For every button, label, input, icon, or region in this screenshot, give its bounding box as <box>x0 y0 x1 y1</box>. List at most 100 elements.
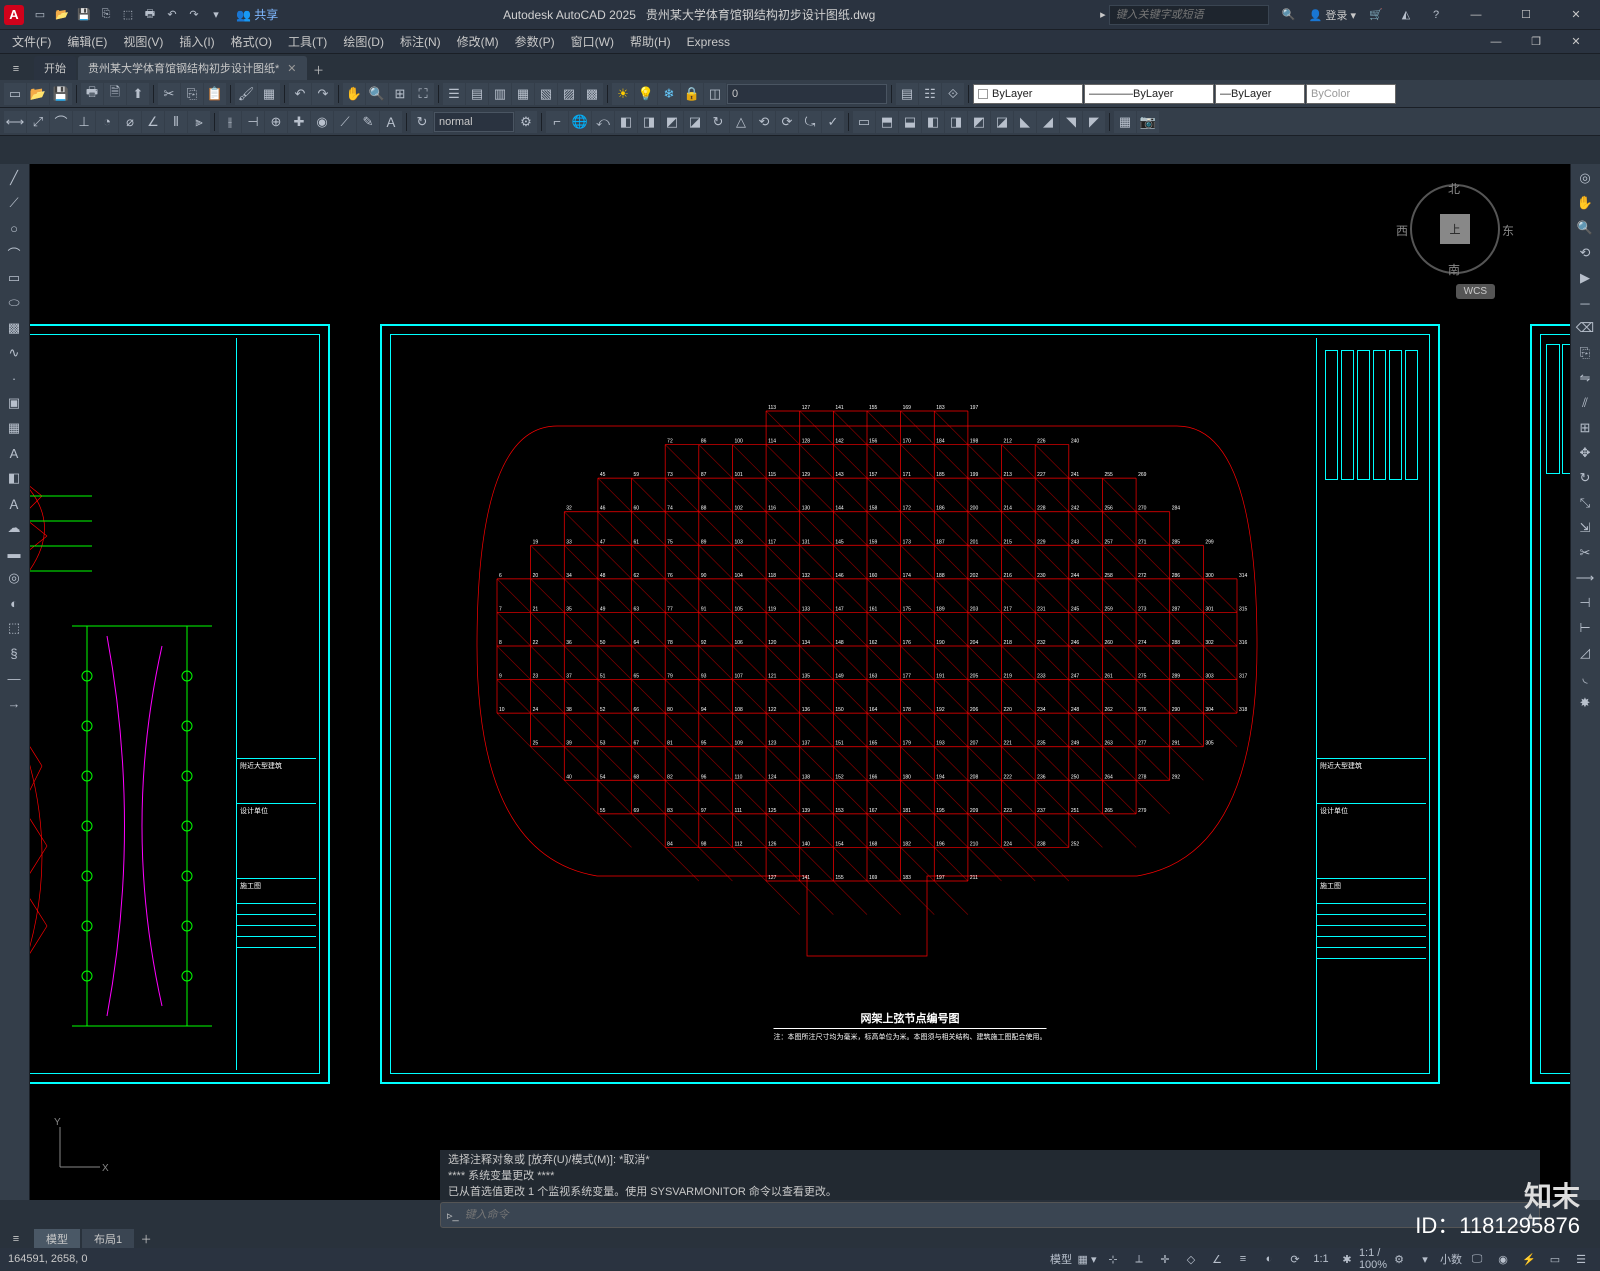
dim-inspect-icon[interactable]: ◉ <box>311 111 333 133</box>
tab-layout1[interactable]: 布局1 <box>82 1229 134 1249</box>
monitor-icon[interactable]: 🖵 <box>1466 1250 1488 1268</box>
fillet-icon[interactable]: ◟ <box>1573 666 1597 690</box>
color-bylayer-dropdown[interactable]: ByLayer <box>973 84 1083 104</box>
osnap-icon[interactable]: ◇ <box>1180 1250 1202 1268</box>
tab-model[interactable]: 模型 <box>34 1229 80 1249</box>
dim-ord-icon[interactable]: ⊥ <box>73 111 95 133</box>
custom-icon[interactable]: ☰ <box>1570 1250 1592 1268</box>
region-icon[interactable]: ◧ <box>2 466 26 490</box>
saveas-icon[interactable]: ⎘ <box>96 5 116 25</box>
ucs-view-icon[interactable]: ◩ <box>661 111 683 133</box>
minimize-button[interactable]: — <box>1456 1 1496 29</box>
array-icon[interactable]: ⊞ <box>1573 416 1597 440</box>
dim-dia-icon[interactable]: ⌀ <box>119 111 141 133</box>
view-se-icon[interactable]: ◢ <box>1037 111 1059 133</box>
tb-lyrstate-icon[interactable]: ☷ <box>919 83 941 105</box>
doc-restore-button[interactable]: ❐ <box>1516 28 1556 56</box>
mirror-icon[interactable]: ⇋ <box>1573 366 1597 390</box>
view-bottom-icon[interactable]: ⬓ <box>899 111 921 133</box>
tb-tool-icon[interactable]: ▥ <box>489 83 511 105</box>
tb-sheet-icon[interactable]: ▤ <box>466 83 488 105</box>
gradient-icon[interactable]: ◐ <box>2 591 26 615</box>
dim-style-icon[interactable]: ⚙ <box>515 111 537 133</box>
view-back-icon[interactable]: ◪ <box>991 111 1013 133</box>
otrack-icon[interactable]: ∠ <box>1206 1250 1228 1268</box>
ucs-y-icon[interactable]: ⟳ <box>776 111 798 133</box>
tb-lyriso-icon[interactable]: ⟐ <box>942 83 964 105</box>
rectangle-icon[interactable]: ▭ <box>2 266 26 290</box>
command-line[interactable]: ▹_ ▴ <box>440 1202 1540 1228</box>
ucs-x-icon[interactable]: ⟲ <box>753 111 775 133</box>
add-layout-button[interactable]: ＋ <box>136 1229 156 1249</box>
view-sw-icon[interactable]: ◣ <box>1014 111 1036 133</box>
dim-rad-icon[interactable]: ◔ <box>96 111 118 133</box>
view-top-icon[interactable]: ⬒ <box>876 111 898 133</box>
tab-start[interactable]: 开始 <box>34 56 76 80</box>
dim-jog-icon[interactable]: ⟋ <box>334 111 356 133</box>
snap-icon[interactable]: ⊹ <box>1102 1250 1124 1268</box>
dim-linear-icon[interactable]: ⟷ <box>4 111 26 133</box>
menu-param[interactable]: 参数(P) <box>507 30 563 53</box>
layer-dropdown[interactable]: 0 <box>727 84 887 104</box>
tab-close-icon[interactable]: ✕ <box>287 62 296 75</box>
dim-cont-icon[interactable]: ⫸ <box>188 111 210 133</box>
offset-icon[interactable]: ⫽ <box>1573 391 1597 415</box>
tb-zoom-icon[interactable]: 🔍 <box>366 83 388 105</box>
pan2-icon[interactable]: ✋ <box>1573 191 1597 215</box>
save-icon[interactable]: 💾 <box>74 5 94 25</box>
menu-modify[interactable]: 修改(M) <box>449 30 507 53</box>
tb-zoomext-icon[interactable]: ⛶ <box>412 83 434 105</box>
help-icon[interactable]: ? <box>1426 5 1446 25</box>
drawing-canvas[interactable]: 上 北 南 西 东 WCS 附近大型建筑 设计单位 施工图 <box>30 164 1570 1200</box>
share-button[interactable]: 👥 共享 <box>236 6 278 23</box>
ray-icon[interactable]: → <box>2 691 26 715</box>
autodesk-icon[interactable]: ◭ <box>1396 5 1416 25</box>
showmotion-icon[interactable]: ▶ <box>1573 266 1597 290</box>
chamfer-icon[interactable]: ◿ <box>1573 641 1597 665</box>
ucs-icon[interactable]: ⌐ <box>546 111 568 133</box>
menu-express[interactable]: Express <box>679 32 738 52</box>
view-cube[interactable]: 上 北 南 西 东 <box>1410 184 1500 274</box>
view-front-icon[interactable]: ◩ <box>968 111 990 133</box>
stretch-icon[interactable]: ⇲ <box>1573 516 1597 540</box>
tb-open-icon[interactable]: 📂 <box>27 83 49 105</box>
annoscale-status[interactable]: 1:1 <box>1310 1250 1332 1268</box>
tb-publish-icon[interactable]: ⬆ <box>127 83 149 105</box>
erase-icon[interactable]: ⌫ <box>1573 316 1597 340</box>
tb-plot-icon[interactable]: 🖶 <box>81 83 103 105</box>
view-mgr-icon[interactable]: ▦ <box>1114 111 1136 133</box>
tb-paste-icon[interactable]: 📋 <box>204 83 226 105</box>
menu-edit[interactable]: 编辑(E) <box>59 30 115 53</box>
tb-pan-icon[interactable]: ✋ <box>343 83 365 105</box>
menu-draw[interactable]: 绘图(D) <box>335 30 392 53</box>
view-cam-icon[interactable]: 📷 <box>1137 111 1159 133</box>
zoom2-icon[interactable]: 🔍 <box>1573 216 1597 240</box>
view-named-icon[interactable]: ▭ <box>853 111 875 133</box>
tb-lock-icon[interactable]: 🔒 <box>681 83 703 105</box>
tb-bulb-icon[interactable]: 💡 <box>635 83 657 105</box>
modelspace-button[interactable]: 模型 <box>1050 1250 1072 1268</box>
tb-color-icon[interactable]: ◫ <box>704 83 726 105</box>
revision-icon[interactable]: ☁ <box>2 516 26 540</box>
view-left-icon[interactable]: ◧ <box>922 111 944 133</box>
copy2-icon[interactable]: ⎘ <box>1573 341 1597 365</box>
marketplace-icon[interactable]: 🛒 <box>1366 5 1386 25</box>
doc-minimize-button[interactable]: — <box>1476 28 1516 56</box>
wcs-badge[interactable]: WCS <box>1456 284 1495 299</box>
tb-layer-icon[interactable]: ▧ <box>535 83 557 105</box>
dim-tedit-icon[interactable]: Ａ <box>380 111 402 133</box>
navwheel-icon[interactable]: ◎ <box>1573 166 1597 190</box>
menu-insert[interactable]: 插入(I) <box>171 30 222 53</box>
ucs-z-icon[interactable]: ↻ <box>707 111 729 133</box>
hatch-icon[interactable]: ▩ <box>2 316 26 340</box>
ucs-3pt-icon[interactable]: △ <box>730 111 752 133</box>
grid-icon[interactable]: ▦ ▾ <box>1076 1250 1098 1268</box>
tb-match-icon[interactable]: 🖌 <box>235 83 257 105</box>
new-icon[interactable]: ▭ <box>30 5 50 25</box>
annoscale-dropdown[interactable]: normal <box>434 112 514 132</box>
tb-zoomwin-icon[interactable]: ⊞ <box>389 83 411 105</box>
redo-icon[interactable]: ↷ <box>184 5 204 25</box>
scale-icon[interactable]: ⤡ <box>1573 491 1597 515</box>
join-icon[interactable]: ⊢ <box>1573 616 1597 640</box>
search-icon[interactable]: 🔍 <box>1279 5 1299 25</box>
